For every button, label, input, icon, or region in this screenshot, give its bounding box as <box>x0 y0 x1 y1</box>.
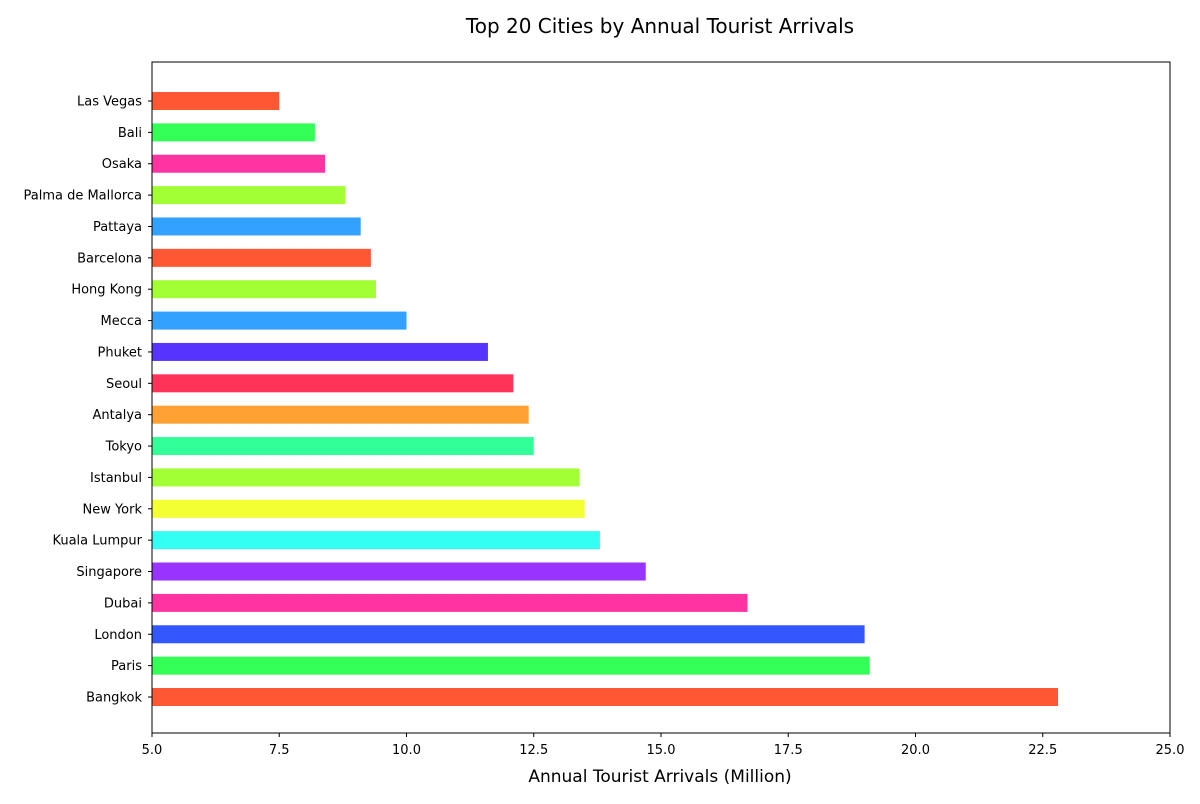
y-tick-label: Hong Kong <box>71 283 142 298</box>
bar <box>152 123 315 142</box>
x-tick-label: 12.5 <box>519 743 548 758</box>
bar <box>152 280 376 299</box>
y-tick-label: Mecca <box>101 314 142 329</box>
x-tick-label: 17.5 <box>774 743 803 758</box>
y-tick-label: Singapore <box>76 565 142 580</box>
x-tick-label: 10.0 <box>392 743 421 758</box>
bar <box>152 374 514 393</box>
bar <box>152 154 326 173</box>
x-tick-label: 7.5 <box>269 743 290 758</box>
bar <box>152 437 534 456</box>
bar <box>152 656 870 675</box>
y-tick-label: Dubai <box>104 596 142 611</box>
y-tick-label: Bangkok <box>86 691 142 706</box>
y-tick-label: Barcelona <box>77 251 142 266</box>
bar <box>152 562 646 581</box>
y-tick-label: London <box>94 628 142 643</box>
chart-title: Top 20 Cities by Annual Tourist Arrivals <box>465 14 854 38</box>
y-tick-label: Istanbul <box>90 471 142 486</box>
y-tick-label: Phuket <box>98 345 142 360</box>
bar <box>152 688 1059 706</box>
bar <box>152 248 371 267</box>
y-tick-label: Palma de Mallorca <box>23 189 142 204</box>
y-tick-label: Antalya <box>93 408 142 423</box>
bar <box>152 593 748 612</box>
x-tick-label: 15.0 <box>647 743 676 758</box>
bars-group <box>152 92 1059 706</box>
bar <box>152 92 280 110</box>
x-axis-label: Annual Tourist Arrivals (Million) <box>528 767 791 787</box>
y-tick-label: New York <box>82 502 142 517</box>
y-tick-label: Pattaya <box>93 220 142 235</box>
x-axis-ticks: 5.0 7.5 10.0 12.5 15.0 17.5 20.0 22.5 25.0 <box>142 733 1185 758</box>
bar <box>152 405 529 424</box>
x-tick-label: 5.0 <box>142 743 163 758</box>
bar <box>152 531 600 550</box>
y-tick-label: Las Vegas <box>77 95 142 110</box>
bar <box>152 468 580 487</box>
y-tick-label: Paris <box>111 659 142 674</box>
y-axis-ticks: Bangkok Paris London Dubai Singapore Kuala Lu… <box>23 95 152 706</box>
x-tick-label: 22.5 <box>1028 743 1057 758</box>
y-tick-label: Bali <box>118 126 142 141</box>
bar <box>152 186 346 205</box>
bar <box>152 499 585 518</box>
bar <box>152 311 407 330</box>
y-tick-label: Seoul <box>106 377 142 392</box>
y-tick-label: Tokyo <box>105 440 142 455</box>
x-tick-label: 20.0 <box>901 743 930 758</box>
x-tick-label: 25.0 <box>1156 743 1185 758</box>
plot-frame <box>151 61 1171 734</box>
y-tick-label: Kuala Lumpur <box>52 534 142 549</box>
y-tick-label: Osaka <box>102 157 142 172</box>
bar <box>152 625 865 644</box>
bar <box>152 342 488 361</box>
bar <box>152 217 361 236</box>
